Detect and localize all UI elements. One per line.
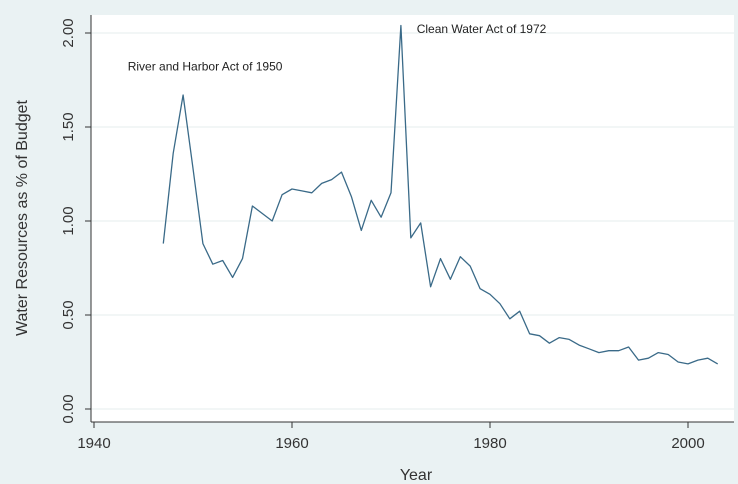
annotation-label: Clean Water Act of 1972 <box>417 22 547 36</box>
data-point <box>230 275 235 280</box>
data-point <box>587 346 592 351</box>
gridlines <box>91 32 734 410</box>
data-point <box>488 292 493 297</box>
data-point <box>290 187 295 192</box>
data-point <box>676 360 681 365</box>
data-point <box>646 356 651 361</box>
data-point <box>616 348 621 353</box>
x-tick-label: 1940 <box>77 435 110 452</box>
x-tick-label: 1960 <box>275 435 308 452</box>
annotation-label: River and Harbor Act of 1950 <box>128 60 283 74</box>
data-point <box>478 286 483 291</box>
y-tick-label: 0.50 <box>60 300 77 329</box>
data-point <box>280 192 285 197</box>
plot-area <box>91 15 734 422</box>
data-point <box>705 356 710 361</box>
x-tick-label: 2000 <box>671 435 704 452</box>
data-point <box>695 358 700 363</box>
series-line <box>162 24 719 365</box>
y-axis-ticks: 0.00 0.50 1.00 1.50 2.00 <box>60 18 91 424</box>
annotations: River and Harbor Act of 1950 Clean Water … <box>128 22 547 74</box>
data-point <box>369 198 374 203</box>
data-point <box>636 358 641 363</box>
y-axis-title: Water Resources as % of Budget <box>14 99 31 336</box>
data-point <box>448 277 453 282</box>
x-axis-title: Year <box>400 467 433 484</box>
data-point <box>181 93 186 98</box>
data-point <box>260 211 265 216</box>
data-point <box>596 350 601 355</box>
data-point <box>270 219 275 224</box>
data-point <box>418 220 423 225</box>
data-point <box>686 361 691 366</box>
data-point <box>339 170 344 175</box>
data-point <box>319 181 324 186</box>
data-point <box>626 345 631 350</box>
data-point <box>458 254 463 259</box>
data-point <box>379 215 384 220</box>
data-point <box>299 188 304 193</box>
data-point <box>191 166 196 171</box>
data-point <box>240 256 245 261</box>
data-point <box>349 194 354 199</box>
data-point <box>220 258 225 263</box>
data-point <box>527 331 532 336</box>
data-point <box>359 228 364 233</box>
data-point <box>557 335 562 340</box>
y-tick-label: 1.00 <box>60 206 77 235</box>
y-tick-label: 2.00 <box>60 18 77 47</box>
data-point <box>666 352 671 357</box>
data-point <box>389 190 394 195</box>
data-point <box>497 301 502 306</box>
data-point <box>715 361 720 366</box>
x-tick-label: 1980 <box>473 435 506 452</box>
data-point <box>468 264 473 269</box>
data-point <box>210 262 215 267</box>
data-point <box>507 316 512 321</box>
data-point <box>428 284 433 289</box>
x-axis-ticks: 1940 1960 1980 2000 <box>77 422 705 452</box>
data-point <box>398 23 403 28</box>
data-point <box>309 190 314 195</box>
data-point <box>517 309 522 314</box>
data-point <box>656 350 661 355</box>
data-point <box>329 177 334 182</box>
data-point <box>171 151 176 156</box>
data-point <box>537 333 542 338</box>
data-point <box>250 204 255 209</box>
data-point <box>408 235 413 240</box>
data-point <box>547 341 552 346</box>
data-point <box>200 241 205 246</box>
data-point <box>577 343 582 348</box>
data-point <box>161 241 166 246</box>
data-point <box>567 337 572 342</box>
data-point <box>606 348 611 353</box>
y-tick-label: 0.00 <box>60 394 77 423</box>
y-tick-label: 1.50 <box>60 112 77 141</box>
data-point <box>438 256 443 261</box>
